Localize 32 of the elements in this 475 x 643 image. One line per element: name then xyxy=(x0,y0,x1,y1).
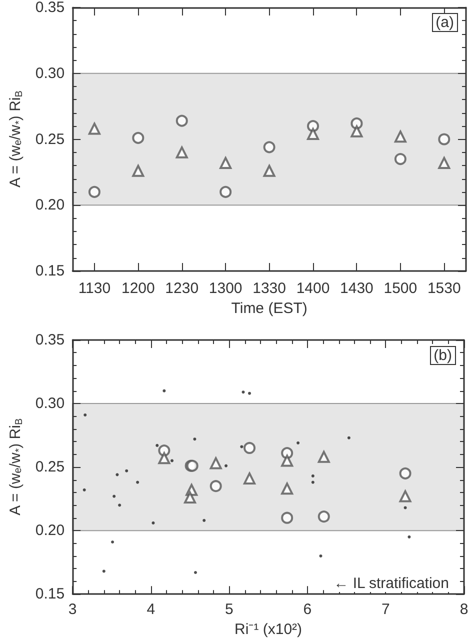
x-tick-label: 1300 xyxy=(208,280,242,297)
x-tick-label: 1430 xyxy=(340,280,374,297)
x-tick-label: 1530 xyxy=(427,280,461,297)
annotation: (a) xyxy=(432,13,458,32)
y-axis-title: A = (wₑ/w*) RiB xyxy=(7,418,25,516)
y-axis-title: A = (wₑ/w*) RiB xyxy=(7,90,25,188)
x-tick-label: 1230 xyxy=(165,280,199,297)
y-tick-label: 0.35 xyxy=(35,0,65,16)
y-tick-label: 0.35 xyxy=(35,332,65,348)
y-tick-label: 0.25 xyxy=(35,130,65,148)
x-tick-label: 1400 xyxy=(296,280,330,297)
x-tick-label: 7 xyxy=(382,601,390,618)
x-tick-label: 3 xyxy=(68,601,77,618)
y-tick-label: 0.30 xyxy=(35,64,65,82)
y-tick-label: 0.30 xyxy=(35,395,65,412)
x-tick-label: 4 xyxy=(146,601,156,618)
y-tick-label: 0.20 xyxy=(35,196,65,214)
x-tick-label: 1200 xyxy=(121,280,155,297)
annotation: ← IL stratification xyxy=(334,575,449,592)
y-tick-label: 0.15 xyxy=(35,586,65,603)
x-tick-label: 1500 xyxy=(384,280,418,297)
annotation: (b) xyxy=(430,346,456,365)
y-tick-label: 0.25 xyxy=(35,458,65,476)
y-tick-label: 0.20 xyxy=(35,522,65,540)
x-tick-label: 1330 xyxy=(252,280,286,297)
x-tick-label: 1130 xyxy=(78,280,111,297)
x-tick-label: 8 xyxy=(460,601,468,618)
x-axis-title: Ri⁻¹ (x10²) xyxy=(234,621,302,638)
x-axis-title: Time (EST) xyxy=(231,300,308,317)
x-tick-label: 6 xyxy=(303,601,312,618)
x-tick-label: 5 xyxy=(224,601,234,618)
y-tick-label: 0.15 xyxy=(35,262,65,280)
